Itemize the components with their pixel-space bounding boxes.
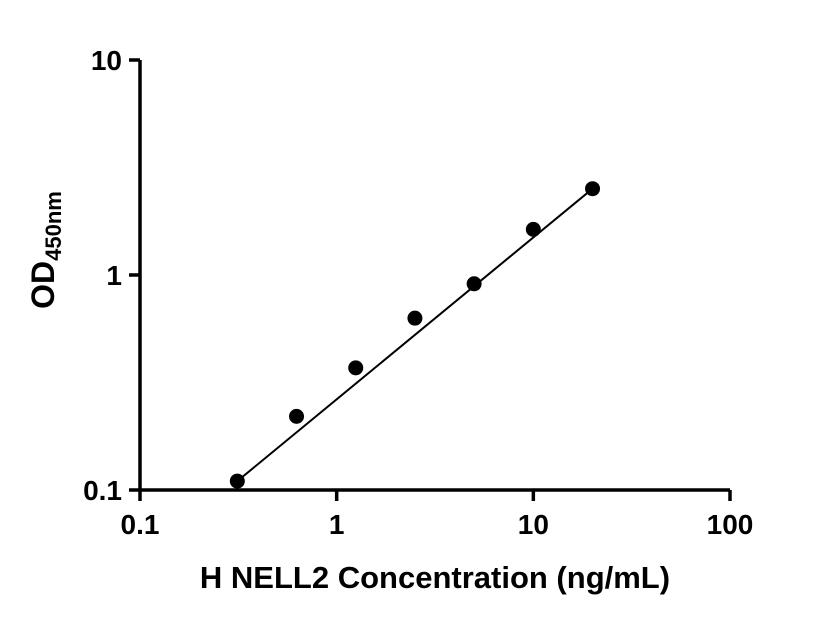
series-layer	[229, 181, 601, 489]
y-tick-label: 0.1	[83, 475, 122, 506]
data-point	[348, 360, 364, 376]
y-tick-label: 10	[91, 45, 122, 76]
data-point	[466, 276, 482, 292]
x-tick-label: 0.1	[121, 509, 160, 540]
y-axis-title: OD450nm	[25, 191, 66, 309]
data-point	[229, 473, 245, 489]
x-tick-label: 10	[518, 509, 549, 540]
x-axis-title: H NELL2 Concentration (ng/mL)	[200, 560, 670, 595]
data-point	[585, 181, 601, 197]
data-point	[525, 221, 541, 237]
ticks-layer	[129, 58, 732, 501]
x-tick-label: 1	[329, 509, 345, 540]
data-point	[407, 310, 423, 326]
axis-spine	[138, 60, 730, 492]
tick-labels-layer: 0.1 1 10 100 0.1 1 10	[83, 45, 753, 540]
y-tick-label: 1	[106, 260, 122, 291]
data-point	[289, 408, 305, 424]
fit-line	[236, 187, 594, 482]
y-axis-title-subscript: 450nm	[41, 191, 66, 261]
x-tick-label: 100	[707, 509, 754, 540]
y-axis-title-main: OD	[25, 261, 61, 309]
axes-layer	[138, 60, 730, 492]
